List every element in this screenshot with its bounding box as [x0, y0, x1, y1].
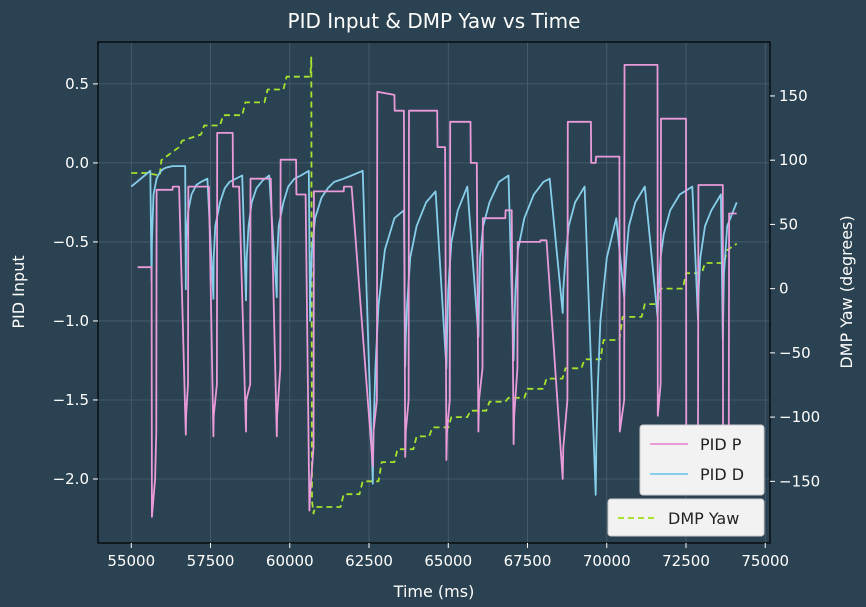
x-tick-label: 70000: [583, 552, 631, 570]
x-tick-label: 60000: [266, 552, 314, 570]
y-axis-label: PID Input: [9, 255, 28, 328]
y-tick-label: −0.5: [53, 233, 89, 251]
y2-tick-label: −150: [779, 472, 820, 490]
legend-pid-d-label: PID D: [700, 465, 744, 484]
series-pid-p: [137, 64, 737, 518]
x-tick-label: 72500: [662, 552, 710, 570]
legend-pid-p-label: PID P: [700, 435, 742, 454]
x-tick-label: 57500: [187, 552, 235, 570]
x-axis-ticks: 55000 57500 60000 62500 65000 67500 70000 72500…: [107, 543, 789, 570]
y2-tick-label: 150: [779, 87, 808, 105]
y2-axis-label: DMP Yaw (degrees): [837, 215, 856, 368]
x-axis-label: Time (ms): [393, 582, 475, 601]
x-tick-label: 67500: [504, 552, 552, 570]
y2-axis-ticks: 150 100 50 0 −50 −100 −150: [770, 87, 820, 490]
plot-frame: [97, 41, 771, 544]
series-pid-d: [130, 165, 738, 496]
y2-tick-label: 0: [779, 280, 789, 298]
legend-right-box: [607, 498, 765, 537]
series-dmp-yaw: [131, 56, 738, 515]
x-tick-label: 55000: [107, 552, 155, 570]
legend-dmp-yaw-label: DMP Yaw: [668, 509, 739, 528]
legend-left-box: [639, 424, 765, 496]
y-tick-label: −1.5: [53, 391, 89, 409]
legend-left-axis: PID P PID D: [639, 424, 765, 496]
y2-tick-label: −50: [779, 344, 811, 362]
y2-tick-label: 50: [779, 215, 798, 233]
legend-right-axis: DMP Yaw: [607, 498, 765, 537]
x-tick-label: 62500: [345, 552, 393, 570]
y-axis-ticks: 0.5 0.0 −0.5 −1.0 −1.5 −2.0: [53, 75, 98, 488]
y2-tick-label: −100: [779, 408, 820, 426]
y-tick-label: 0.0: [65, 154, 89, 172]
y-tick-label: −2.0: [53, 470, 89, 488]
x-tick-label: 75000: [741, 552, 789, 570]
y-tick-label: 0.5: [65, 75, 89, 93]
y-tick-label: −1.0: [53, 312, 89, 330]
plot-series: [130, 56, 738, 518]
chart-title: PID Input & DMP Yaw vs Time: [288, 9, 581, 33]
x-tick-label: 65000: [424, 552, 472, 570]
y2-tick-label: 100: [779, 151, 808, 169]
